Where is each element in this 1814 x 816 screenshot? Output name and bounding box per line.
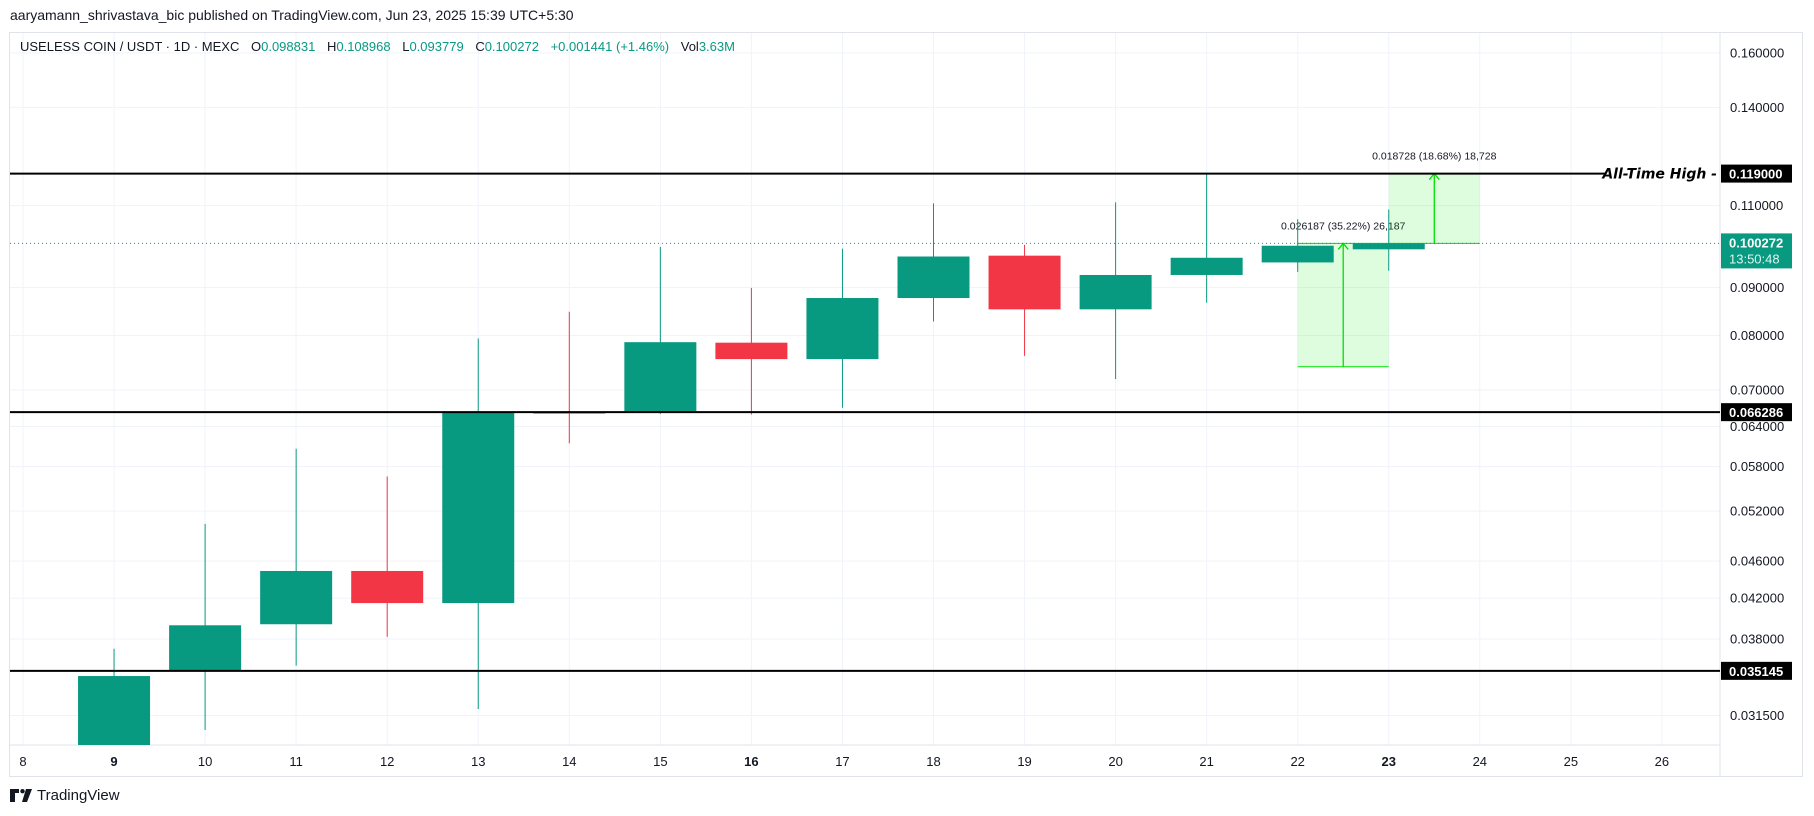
x-tick-label: 22 [1290, 754, 1304, 769]
x-tick-label: 25 [1564, 754, 1578, 769]
x-tick-label: 21 [1199, 754, 1213, 769]
y-tick-label: 0.140000 [1730, 100, 1784, 115]
measure-label: 0.018728 (18.68%) 18,728 [1372, 151, 1497, 163]
last-price-label: 0.100272 [1729, 235, 1783, 250]
candle-body [260, 570, 333, 625]
candle-body [624, 342, 697, 413]
x-tick-label: 12 [380, 754, 394, 769]
level-price-tag [1721, 164, 1792, 183]
low-value: 0.093779 [409, 39, 464, 54]
x-tick-label: 26 [1655, 754, 1669, 769]
candle-body [1170, 257, 1243, 275]
y-tick-label: 0.046000 [1730, 554, 1784, 569]
x-tick-label: 18 [926, 754, 940, 769]
open-value: 0.098831 [261, 39, 316, 54]
high-value: 0.108968 [336, 39, 391, 54]
level-annotation: All-Time High - [1601, 167, 1717, 183]
volume-label: Vol [680, 39, 699, 54]
y-tick-label: 0.064000 [1730, 419, 1784, 434]
level-price-tag [1721, 403, 1792, 422]
candle-body [897, 256, 970, 299]
chart-panel[interactable] [9, 32, 1803, 777]
y-tick-label: 0.031500 [1730, 708, 1784, 723]
low-label: L [402, 39, 410, 54]
x-tick-label: 20 [1108, 754, 1122, 769]
y-tick-label: 0.042000 [1730, 591, 1784, 606]
level-price-label: 0.066286 [1729, 405, 1783, 420]
arrow-head-icon [1337, 242, 1349, 250]
y-tick-label: 0.070000 [1730, 382, 1784, 397]
x-tick-label: 8 [19, 754, 26, 769]
x-tick-label: 24 [1473, 754, 1487, 769]
tradingview-brand: TradingView [37, 787, 120, 804]
level-price-label: 0.035145 [1729, 664, 1783, 679]
high-label: H [326, 39, 337, 54]
symbol-name[interactable]: USELESS COIN / USDT · 1D · MEXC [20, 39, 240, 54]
candle-body [78, 676, 151, 745]
tradingview-logo-icon [10, 789, 32, 802]
symbol-legend: USELESS COIN / USDT · 1D · MEXC O0.09883… [20, 39, 735, 54]
x-tick-label: 16 [744, 754, 758, 769]
open-label: O [250, 39, 262, 54]
x-tick-label: 19 [1017, 754, 1031, 769]
candle-body [1079, 274, 1152, 310]
y-tick-label: 0.052000 [1730, 504, 1784, 519]
tradingview-logo[interactable]: TradingView [10, 787, 120, 804]
candle-body [351, 570, 424, 604]
close-value: 0.100272 [484, 39, 539, 54]
candle-body [715, 342, 788, 360]
y-tick-label: 0.038000 [1730, 631, 1784, 646]
volume-value: 3.63M [698, 39, 735, 54]
change-value: +0.001441 (+1.46%) [550, 39, 670, 54]
publish-attribution: aaryamann_shrivastava_bic published on T… [10, 7, 574, 23]
y-tick-label: 0.080000 [1730, 328, 1784, 343]
y-tick-label: 0.058000 [1730, 459, 1784, 474]
level-price-label: 0.119000 [1729, 167, 1783, 182]
x-tick-label: 13 [471, 754, 485, 769]
level-price-tag [1721, 661, 1792, 680]
x-tick-label: 11 [289, 754, 303, 769]
x-tick-label: 14 [562, 754, 576, 769]
candle-body [1261, 245, 1334, 263]
candle-body [169, 625, 242, 671]
x-tick-label: 17 [835, 754, 849, 769]
y-tick-label: 0.090000 [1730, 280, 1784, 295]
x-tick-label: 23 [1382, 754, 1396, 769]
measure-label: 0.026187 (35.22%) 26,187 [1281, 220, 1406, 232]
candle-body [1352, 243, 1425, 250]
candle-body [806, 298, 879, 360]
y-tick-label: 0.160000 [1730, 45, 1784, 60]
last-price-tag [1721, 233, 1792, 269]
x-tick-label: 15 [653, 754, 667, 769]
y-tick-label: 0.110000 [1730, 198, 1783, 213]
candle-body [442, 412, 515, 604]
x-tick-label: 10 [198, 754, 212, 769]
x-tick-label: 9 [110, 754, 117, 769]
bar-countdown-label: 13:50:48 [1729, 251, 1780, 266]
close-label: C [475, 39, 485, 54]
candle-body [988, 255, 1061, 310]
